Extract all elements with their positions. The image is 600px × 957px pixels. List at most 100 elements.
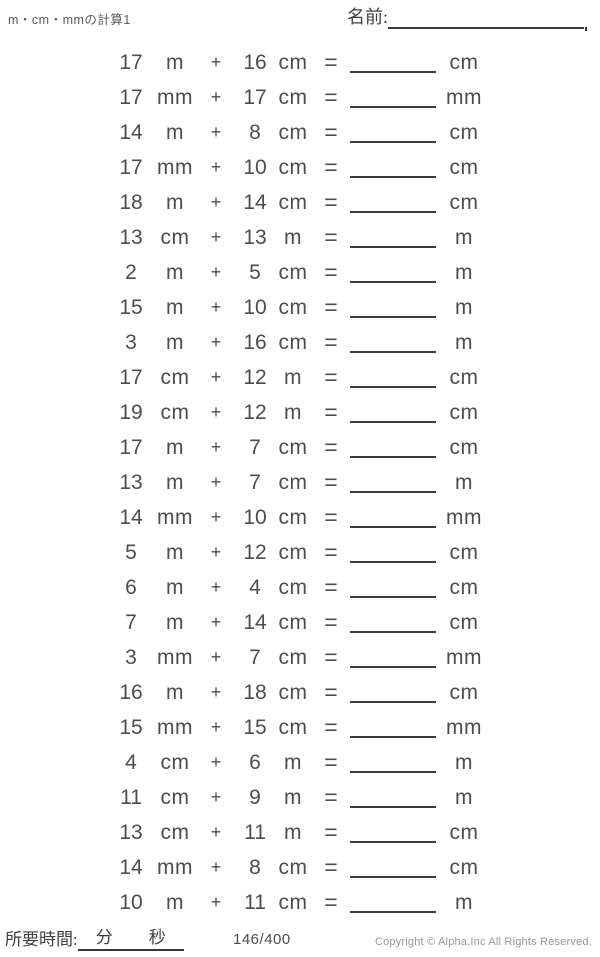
plus-sign: + (210, 52, 222, 72)
equals-sign: = (324, 784, 338, 810)
answer-blank[interactable] (350, 605, 436, 633)
operand2-value: 17 (243, 85, 267, 109)
plus-sign: + (210, 647, 222, 667)
operand2-unit: cm (278, 155, 308, 179)
answer-unit: m (455, 330, 473, 354)
time-required-field: 所要時間: 分 秒 (5, 927, 184, 951)
answer-blank[interactable] (350, 395, 436, 423)
operand2-value: 7 (249, 645, 261, 669)
equals-sign: = (324, 574, 338, 600)
problem-row: 17 cm + 12 m = cm (108, 360, 600, 395)
answer-blank[interactable] (350, 430, 436, 458)
operand1-value: 13 (119, 820, 143, 844)
answer-blank[interactable] (350, 115, 436, 143)
operand2-unit: cm (278, 50, 308, 74)
answer-blank[interactable] (350, 850, 436, 878)
operand2-unit: cm (278, 260, 308, 284)
answer-unit: m (455, 225, 473, 249)
answer-blank[interactable] (350, 290, 436, 318)
equals-sign: = (324, 504, 338, 530)
answer-blank[interactable] (350, 465, 436, 493)
answer-blank[interactable] (350, 185, 436, 213)
answer-unit: cm (449, 540, 479, 564)
answer-unit: cm (449, 120, 479, 144)
answer-blank[interactable] (350, 780, 436, 808)
operand1-unit: cm (160, 400, 190, 424)
operand2-value: 7 (249, 470, 261, 494)
operand1-unit: m (166, 260, 184, 284)
answer-blank[interactable] (350, 710, 436, 738)
operand1-unit: m (166, 540, 184, 564)
copyright-notice: Copyright © Alpha.Inc All Rights Reserve… (374, 936, 592, 948)
operand2-unit: m (284, 750, 302, 774)
equals-sign: = (324, 679, 338, 705)
answer-blank[interactable] (350, 500, 436, 528)
answer-blank[interactable] (350, 220, 436, 248)
equals-sign: = (324, 889, 338, 915)
operand2-unit: cm (278, 470, 308, 494)
operand1-unit: cm (160, 225, 190, 249)
plus-sign: + (210, 332, 222, 352)
equals-sign: = (324, 539, 338, 565)
operand1-value: 17 (119, 155, 143, 179)
name-label: 名前: (347, 7, 389, 27)
name-input-line[interactable] (388, 5, 588, 31)
equals-sign: = (324, 609, 338, 635)
problem-row: 14 mm + 10 cm = mm (108, 500, 600, 535)
operand2-unit: cm (278, 855, 308, 879)
answer-unit: m (455, 890, 473, 914)
problem-row: 15 m + 10 cm = m (108, 290, 600, 325)
operand1-value: 10 (119, 890, 143, 914)
operand1-value: 17 (119, 85, 143, 109)
plus-sign: + (210, 227, 222, 247)
plus-sign: + (210, 157, 222, 177)
operand1-value: 17 (119, 435, 143, 459)
answer-blank[interactable] (350, 325, 436, 353)
operand1-value: 2 (125, 260, 137, 284)
operand2-value: 5 (249, 260, 261, 284)
answer-blank[interactable] (350, 360, 436, 388)
answer-unit: cm (449, 680, 479, 704)
equals-sign: = (324, 644, 338, 670)
operand1-value: 6 (125, 575, 137, 599)
time-input-line[interactable]: 分 秒 (77, 927, 184, 951)
answer-blank[interactable] (350, 885, 436, 913)
equals-sign: = (324, 189, 338, 215)
plus-sign: + (210, 577, 222, 597)
operand1-value: 13 (119, 470, 143, 494)
answer-blank[interactable] (350, 80, 436, 108)
equals-sign: = (324, 49, 338, 75)
plus-sign: + (210, 752, 222, 772)
minutes-label: 分 (95, 928, 113, 947)
answer-blank[interactable] (350, 535, 436, 563)
answer-unit: m (455, 295, 473, 319)
answer-unit: mm (446, 645, 482, 669)
operand2-unit: m (284, 225, 302, 249)
problem-row: 3 m + 16 cm = m (108, 325, 600, 360)
problem-row: 13 m + 7 cm = m (108, 465, 600, 500)
problem-row: 17 mm + 17 cm = mm (108, 80, 600, 115)
answer-blank[interactable] (350, 150, 436, 178)
equals-sign: = (324, 714, 338, 740)
problem-row: 14 m + 8 cm = cm (108, 115, 600, 150)
answer-blank[interactable] (350, 640, 436, 668)
answer-blank[interactable] (350, 675, 436, 703)
operand1-value: 4 (125, 750, 137, 774)
operand2-unit: cm (278, 295, 308, 319)
answer-blank[interactable] (350, 815, 436, 843)
plus-sign: + (210, 367, 222, 387)
plus-sign: + (210, 122, 222, 142)
operand2-value: 8 (249, 120, 261, 144)
answer-blank[interactable] (350, 45, 436, 73)
plus-sign: + (210, 787, 222, 807)
answer-blank[interactable] (350, 745, 436, 773)
answer-unit: cm (449, 855, 479, 879)
operand1-unit: m (166, 435, 184, 459)
plus-sign: + (210, 87, 222, 107)
answer-blank[interactable] (350, 570, 436, 598)
problem-row: 11 cm + 9 m = m (108, 780, 600, 815)
answer-unit: m (455, 470, 473, 494)
operand2-unit: cm (278, 610, 308, 634)
plus-sign: + (210, 717, 222, 737)
answer-blank[interactable] (350, 255, 436, 283)
